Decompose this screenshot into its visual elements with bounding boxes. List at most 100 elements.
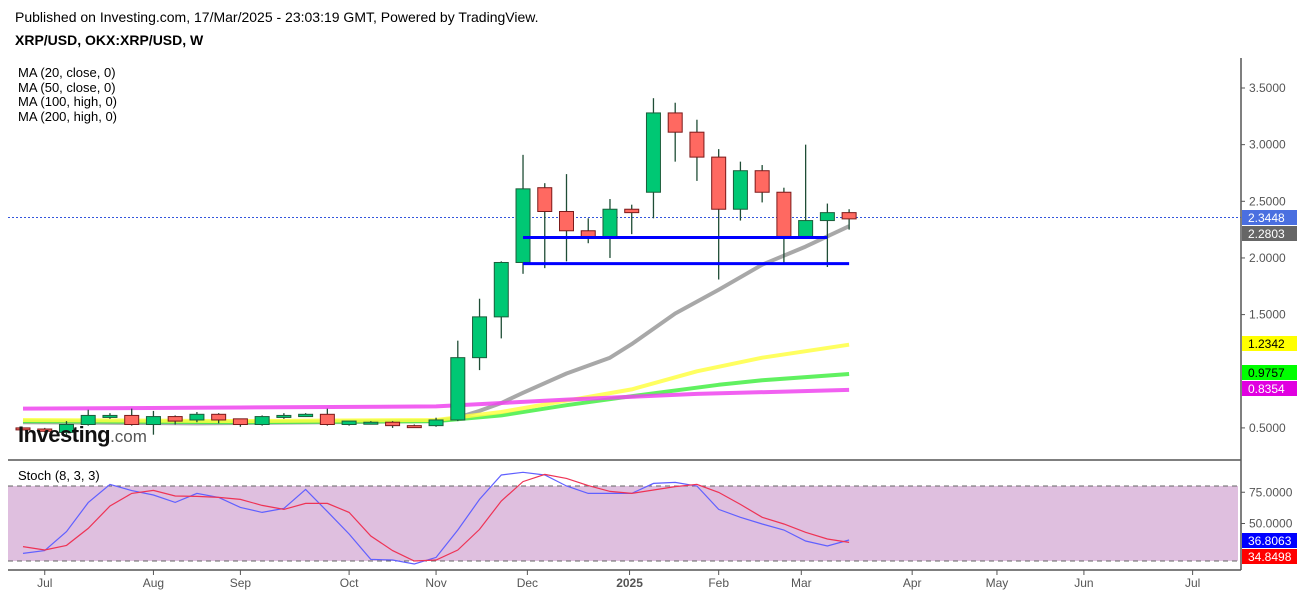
candle-body-down [754,170,770,193]
ma-legend-item[interactable]: MA (100, high, 0) [18,94,117,109]
time-tick-label: Mar [791,576,812,590]
stoch-k-badge-bg [1242,533,1297,548]
candle [711,149,727,280]
candle-body-down [211,413,227,421]
candle-body-up [732,170,748,210]
candle [776,187,792,263]
candle-body-up [819,212,835,222]
ma100-value-badge-bg [1242,336,1297,351]
candle-body-up [450,357,466,421]
ma20-value-badge: 2.2803 [1248,227,1285,241]
logo-brand: Investing [18,422,111,447]
price-tick-label: 2.0000 [1249,251,1286,265]
candle [493,261,509,339]
candle-body-down [232,418,248,426]
candle [559,174,574,262]
ma200-value-badge: 0.8354 [1248,382,1285,396]
ma-legend-item[interactable]: MA (200, high, 0) [18,108,117,124]
time-tick-label: Jun [1074,576,1093,590]
candle-body-down [124,414,140,426]
ma20-value-badge-bg [1242,226,1297,241]
candle [15,427,31,431]
candle-body-up [602,208,618,239]
candle-body-up [645,112,661,193]
ma-legend-item[interactable]: MA (50, close, 0) [18,79,116,95]
ma200-value-badge-bg [1242,381,1297,396]
candle [472,298,488,371]
candles [15,98,857,436]
candle [732,161,748,221]
ma100-value-badge: 1.2342 [1248,337,1285,351]
candle-body-up [145,416,161,426]
candle [319,408,335,426]
candle-body-up [254,416,270,426]
time-tick-label: Apr [903,576,922,590]
candle-body-up [80,414,96,426]
candle [580,218,596,244]
support-lines [523,236,850,266]
time-tick-label: Sep [230,576,252,590]
ma-legend-item[interactable]: MA (20, close, 0) [18,65,116,80]
price-tick-label: 0.5000 [1249,421,1286,435]
time-tick-label: 2025 [616,576,643,590]
candle [406,424,422,429]
candle [167,415,183,425]
ma-legend: MA (20, close, 0) MA (50, close, 0) MA (… [18,65,117,124]
candle-body-up [472,316,488,359]
chart-frame [8,58,1242,571]
candle [624,204,640,235]
time-tick-label: Oct [340,576,359,590]
time-tick-label: Nov [425,576,446,590]
candle [124,408,140,426]
candle [58,421,74,436]
time-tick-label: Dec [517,576,538,590]
candle [602,199,618,258]
ma50-value-badge: 0.9757 [1248,366,1285,380]
time-axis: Jul Aug Sep Oct Nov Dec 2025 Feb Mar Apr May Jun Jul [37,570,1200,590]
candle-body-down [15,427,31,431]
candle [80,409,96,426]
candle [37,427,53,433]
candle-body-down [319,413,335,426]
candle [428,417,444,427]
candle [841,209,857,230]
candle-body-up [276,414,292,418]
investing-logo: Investing.com [18,422,147,448]
candle-body-up [189,413,205,421]
candle-body-down [167,416,183,422]
time-tick-label: Feb [708,576,729,590]
candle [819,203,835,268]
candle [211,413,227,424]
candle-body-down [624,208,640,214]
candle [450,340,466,422]
candle [232,418,248,427]
published-caption: Published on Investing.com, 17/Mar/2025 … [15,9,539,25]
candle-body-up [493,261,509,318]
stoch-tick-label: 50.0000 [1249,517,1293,531]
candle-body-down [711,156,727,210]
candle [537,183,553,269]
candle-body-up [428,419,444,427]
price-tick-label: 1.5000 [1249,308,1286,322]
stoch-band [8,486,1238,561]
stoch-tick-label: 75.0000 [1249,485,1293,499]
stoch-title[interactable]: Stoch (8, 3, 3) [18,468,100,483]
candle [798,144,814,237]
logo-suffix: .com [110,427,147,446]
candle-body-down [841,212,857,220]
price-axis: 3.5000 3.0000 2.5000 2.0000 1.5000 0.5000 2.34… [1241,81,1297,435]
candle-body-down [776,191,792,237]
symbol-title: XRP/USD, OKX:XRP/USD, W [15,32,204,48]
candle-body-down [537,187,553,212]
candle [363,421,379,425]
time-tick-label: Aug [143,576,164,590]
last-price-badge: 2.3448 [1248,211,1285,225]
stoch-k-line [22,471,850,565]
candle [385,421,401,428]
candle [515,154,531,274]
candle-body-up [298,413,314,418]
candle [298,413,314,418]
moving-averages [22,224,850,426]
stoch-d-line [22,473,850,562]
